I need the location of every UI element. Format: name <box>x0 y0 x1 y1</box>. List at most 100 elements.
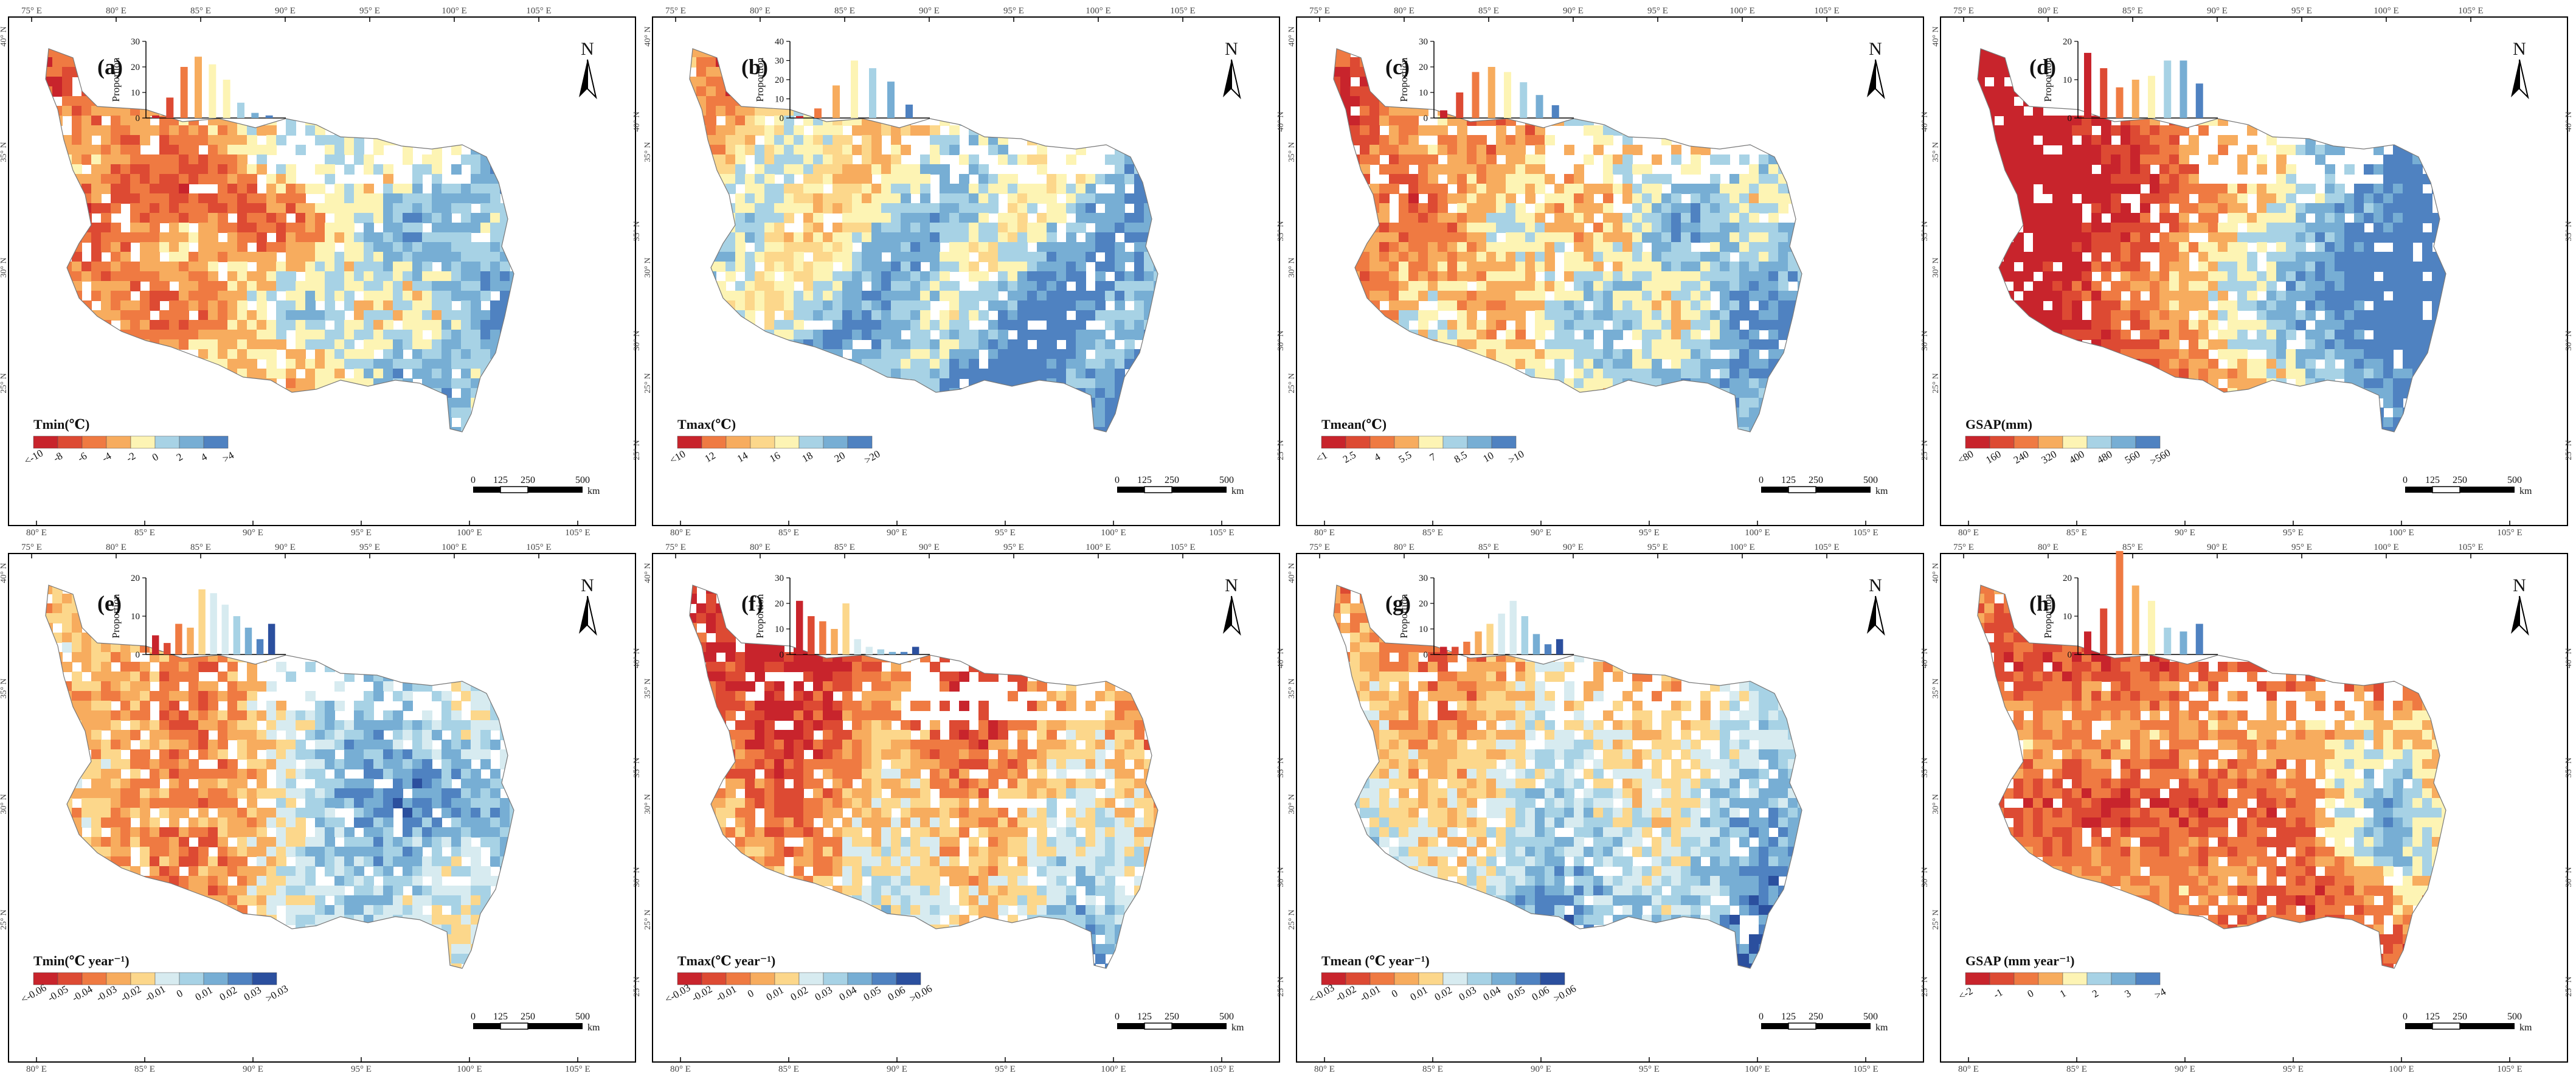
map-cell <box>1486 223 1497 233</box>
map-cell <box>1467 164 1477 175</box>
map-cell <box>266 349 277 359</box>
map-cell <box>266 174 277 184</box>
map-cell <box>500 271 510 282</box>
map-cell <box>988 330 999 340</box>
map-cell <box>940 369 950 379</box>
map-cell <box>1369 135 1380 145</box>
map-cell <box>1671 213 1681 223</box>
map-cell <box>81 116 92 126</box>
map-cell <box>441 262 452 272</box>
map-cell <box>257 339 267 350</box>
map-cell <box>1545 223 1555 233</box>
map-cell <box>325 203 335 213</box>
hist-bar <box>166 97 173 118</box>
map-cell <box>949 135 960 145</box>
map-cell <box>852 184 862 194</box>
map-cell <box>1739 300 1750 311</box>
map-cell <box>833 145 843 155</box>
map-cell <box>1720 232 1730 243</box>
map-cell <box>461 252 471 262</box>
map-cell <box>1447 271 1458 282</box>
map-cell <box>940 349 950 359</box>
map-cell <box>1613 310 1623 321</box>
map-cell <box>120 242 131 252</box>
map-cell <box>189 193 199 204</box>
map-cell <box>1613 359 1623 369</box>
map-cell <box>774 164 784 175</box>
map-cell <box>988 232 999 243</box>
map-cell <box>237 135 248 145</box>
map-cell <box>266 125 277 136</box>
map-cell <box>959 193 969 204</box>
map-cell <box>1574 213 1584 223</box>
map-cell <box>1105 213 1115 223</box>
hist-tick-label: 10 <box>131 88 140 98</box>
map-cell <box>412 193 423 204</box>
map-cell <box>334 291 345 301</box>
map-cell <box>978 281 989 291</box>
map-cell <box>1066 320 1076 330</box>
map-cell <box>130 320 140 330</box>
map-cell <box>1047 184 1057 194</box>
map-cell <box>1095 330 1106 340</box>
map-cell <box>794 330 804 340</box>
map-cell <box>871 193 882 204</box>
map-cell <box>1438 203 1448 213</box>
map-cell <box>1399 252 1409 262</box>
map-cell <box>774 154 784 165</box>
map-cell <box>1593 262 1604 272</box>
map-cell <box>1447 330 1458 340</box>
map-cell <box>1700 252 1711 262</box>
map-cell <box>1399 116 1409 126</box>
map-cell <box>959 349 969 359</box>
map-cell <box>745 310 755 321</box>
map-cell <box>218 300 228 311</box>
map-cell <box>471 213 481 223</box>
map-cell <box>266 339 277 350</box>
map-cell <box>901 262 911 272</box>
map-cell <box>1749 310 1759 321</box>
map-cell <box>1477 223 1487 233</box>
map-cell <box>1661 223 1672 233</box>
map-cell <box>480 242 491 252</box>
map-cell <box>930 349 940 359</box>
map-cell <box>1749 398 1759 408</box>
map-cell <box>1691 184 1701 194</box>
map-cell <box>833 291 843 301</box>
map-cell <box>803 242 814 252</box>
map-cell <box>179 164 189 175</box>
hist-tick-label: 30 <box>131 37 140 47</box>
map-cell <box>432 300 442 311</box>
map-cell <box>296 359 306 369</box>
map-cell <box>959 252 969 262</box>
map-cell <box>1768 310 1779 321</box>
map-cell <box>130 164 140 175</box>
map-cell <box>1008 193 1018 204</box>
map-cell <box>412 271 423 282</box>
map-cell <box>72 125 82 136</box>
map-cell <box>471 291 481 301</box>
map-cell <box>1710 271 1720 282</box>
map-cell <box>1115 300 1125 311</box>
map-cell <box>432 242 442 252</box>
map-cell <box>833 154 843 165</box>
map-cell <box>471 320 481 330</box>
map-cell <box>862 291 872 301</box>
map-cell <box>1710 359 1720 369</box>
map-cell <box>764 291 775 301</box>
map-cell <box>1632 291 1643 301</box>
map-cell <box>325 310 335 321</box>
map-cell <box>130 223 140 233</box>
lon-label-top: 90° E <box>1563 6 1584 16</box>
map-cell <box>480 252 491 262</box>
map-cell <box>842 184 853 194</box>
map-cell <box>1710 223 1720 233</box>
map-cell <box>432 339 442 350</box>
map-cell <box>1564 291 1574 301</box>
map-cell <box>169 154 179 165</box>
map-cell <box>716 86 726 97</box>
map-cell <box>1457 223 1467 233</box>
map-cell <box>393 349 403 359</box>
map-cell <box>1759 339 1769 350</box>
map-cell <box>266 242 277 252</box>
